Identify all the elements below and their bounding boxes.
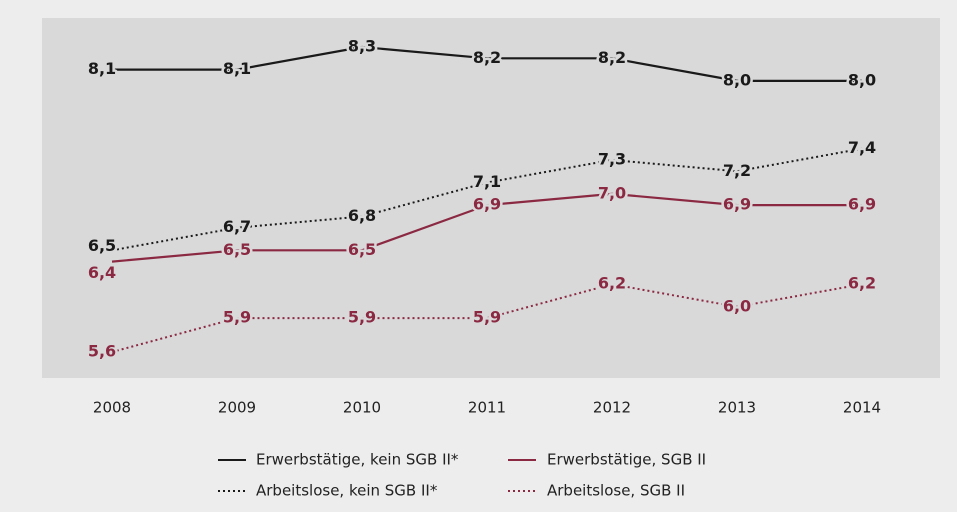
value-label: 7,3 — [598, 149, 626, 168]
value-label: 6,2 — [848, 274, 876, 293]
legend-label: Arbeitslose, SGB II — [547, 482, 685, 500]
value-label: 6,5 — [223, 240, 251, 259]
value-label: 6,9 — [848, 195, 876, 214]
value-label: 8,1 — [88, 59, 116, 78]
value-label: 5,6 — [88, 342, 116, 361]
value-label: 6,9 — [723, 195, 751, 214]
value-label: 7,1 — [473, 172, 501, 191]
series-line — [111, 192, 862, 263]
value-label: 5,9 — [223, 308, 251, 327]
value-label: 6,7 — [223, 217, 251, 236]
x-tick-label: 2010 — [343, 399, 381, 417]
value-label: 8,0 — [723, 70, 751, 89]
x-tick-label: 2011 — [468, 399, 506, 417]
value-label: 6,4 — [88, 263, 116, 282]
x-tick-label: 2014 — [843, 399, 881, 417]
series-line — [112, 45, 862, 82]
series-line — [111, 283, 863, 353]
value-label: 6,5 — [348, 240, 376, 259]
value-label: 6,9 — [473, 195, 501, 214]
value-label: 7,4 — [848, 138, 876, 157]
value-label: 8,2 — [473, 48, 501, 67]
legend-label: Arbeitslose, kein SGB II* — [256, 482, 438, 500]
x-tick-label: 2012 — [593, 399, 631, 417]
value-label: 8,1 — [223, 59, 251, 78]
value-label: 6,0 — [723, 296, 751, 315]
value-label: 8,0 — [848, 70, 876, 89]
plot-area — [42, 18, 940, 378]
legend-label: Erwerbstätige, SGB II — [547, 451, 706, 469]
value-label: 6,8 — [348, 206, 376, 225]
value-label: 5,9 — [473, 308, 501, 327]
value-label: 6,2 — [598, 274, 626, 293]
x-tick-label: 2008 — [93, 399, 131, 417]
x-tick-label: 2013 — [718, 399, 756, 417]
value-label: 6,5 — [88, 236, 116, 255]
legend-label: Erwerbstätige, kein SGB II* — [256, 451, 459, 469]
x-tick-label: 2009 — [218, 399, 256, 417]
value-label: 7,2 — [723, 161, 751, 180]
value-label: 7,0 — [598, 183, 626, 202]
value-label: 5,9 — [348, 308, 376, 327]
value-label: 8,2 — [598, 48, 626, 67]
value-label: 8,3 — [348, 37, 376, 56]
